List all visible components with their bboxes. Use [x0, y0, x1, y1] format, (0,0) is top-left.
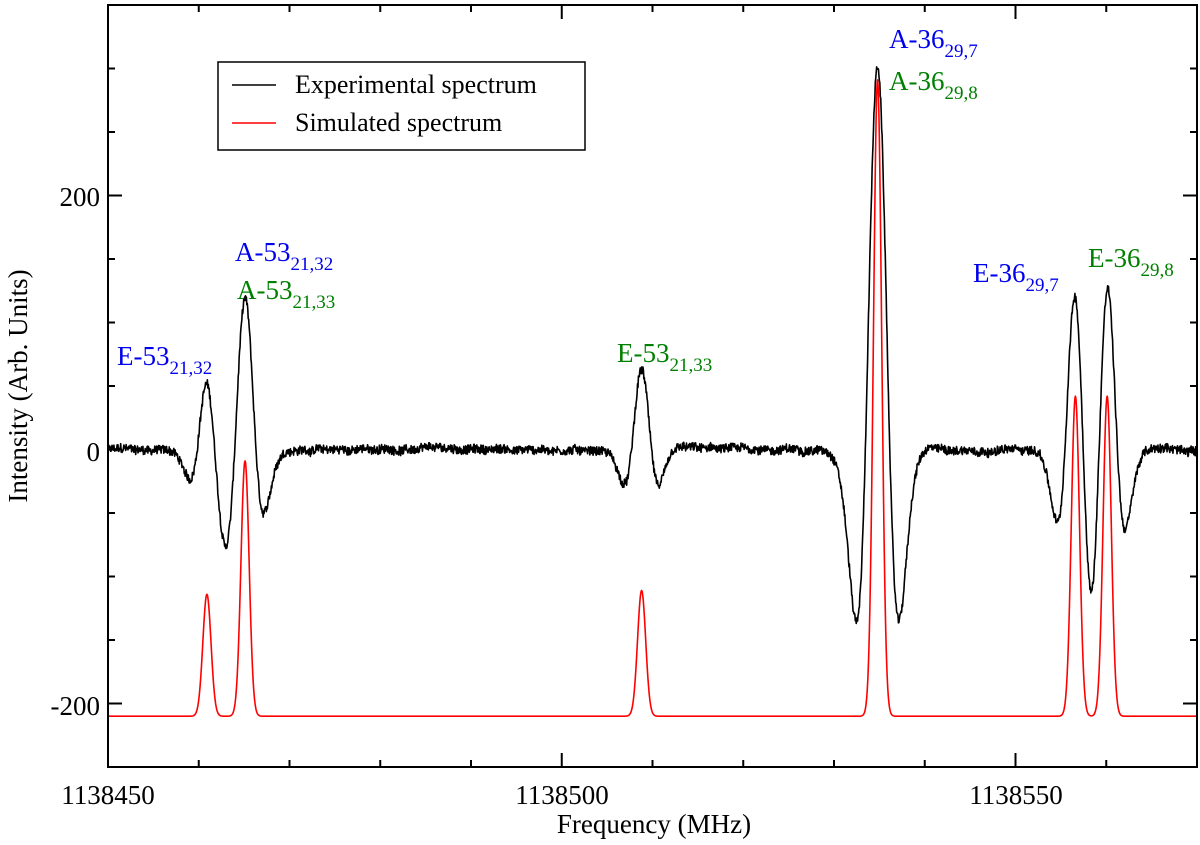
annotation-e53-21-33: E-5321,33 — [617, 338, 712, 376]
y-tick-label: 0 — [87, 437, 101, 467]
legend-box — [217, 61, 586, 151]
annotation-e36-29-7: E-3629,7 — [973, 258, 1059, 296]
annotation-a36-29-8: A-3629,8 — [889, 66, 978, 104]
annotation-a36-29-7: A-3629,7 — [889, 24, 978, 62]
series-layer — [107, 66, 1198, 718]
x-tick-label: 1138550 — [969, 780, 1063, 810]
x-tick-label: 1138500 — [515, 780, 609, 810]
y-tick-label: 200 — [60, 182, 101, 212]
legend: Experimental spectrum Simulated spectrum — [217, 61, 586, 151]
legend-label-experimental: Experimental spectrum — [295, 70, 537, 99]
ticks-layer — [107, 4, 1198, 768]
annotation-a53-21-32: A-5321,32 — [235, 237, 333, 275]
legend-label-simulated: Simulated spectrum — [295, 108, 502, 137]
annotation-e53-21-32: E-5321,32 — [117, 341, 212, 379]
x-axis-title: Frequency (MHz) — [557, 809, 751, 839]
annotation-a53-21-33: A-5321,33 — [237, 275, 335, 313]
y-axis-title: Intensity (Arb. Units) — [3, 269, 33, 502]
x-tick-label: 1138450 — [61, 780, 155, 810]
y-tick-label: -200 — [51, 691, 101, 721]
simulated-spectrum-line — [107, 79, 1197, 718]
experimental-spectrum-line — [107, 66, 1198, 625]
annotation-e36-29-8: E-3629,8 — [1088, 243, 1174, 281]
